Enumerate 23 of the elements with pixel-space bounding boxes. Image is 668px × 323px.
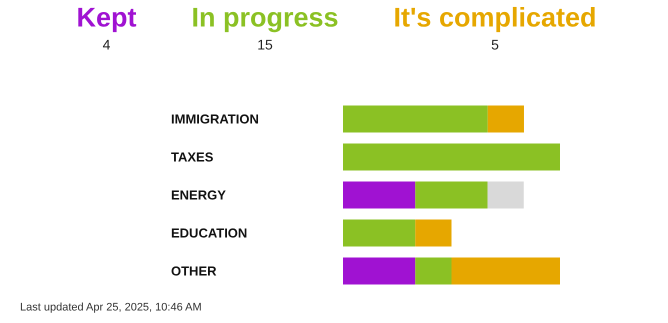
text: Kept	[76, 2, 136, 32]
text: 5	[491, 36, 500, 52]
bar	[415, 182, 488, 208]
bar	[343, 182, 416, 208]
y-tick-label: ENERGY	[171, 188, 226, 202]
text: In progress	[191, 2, 339, 32]
y-tick-label: EDUCATION	[171, 226, 248, 240]
text: 4	[102, 36, 111, 52]
bar	[343, 144, 560, 170]
text: It's complicated	[394, 2, 597, 32]
bar	[488, 106, 524, 132]
y-tick-label: TAXES	[171, 150, 214, 164]
y-tick-label: IMMIGRATION	[171, 112, 259, 126]
bar	[415, 258, 452, 284]
bar	[488, 182, 524, 208]
y-tick-label: OTHER	[171, 264, 218, 278]
bar	[343, 106, 488, 132]
text: 15	[257, 36, 274, 52]
bar	[452, 258, 560, 284]
bar	[415, 220, 452, 246]
bar	[343, 220, 416, 246]
text: Last updated Apr 25, 2025, 10:46 AM	[20, 302, 202, 314]
bar	[343, 258, 416, 284]
